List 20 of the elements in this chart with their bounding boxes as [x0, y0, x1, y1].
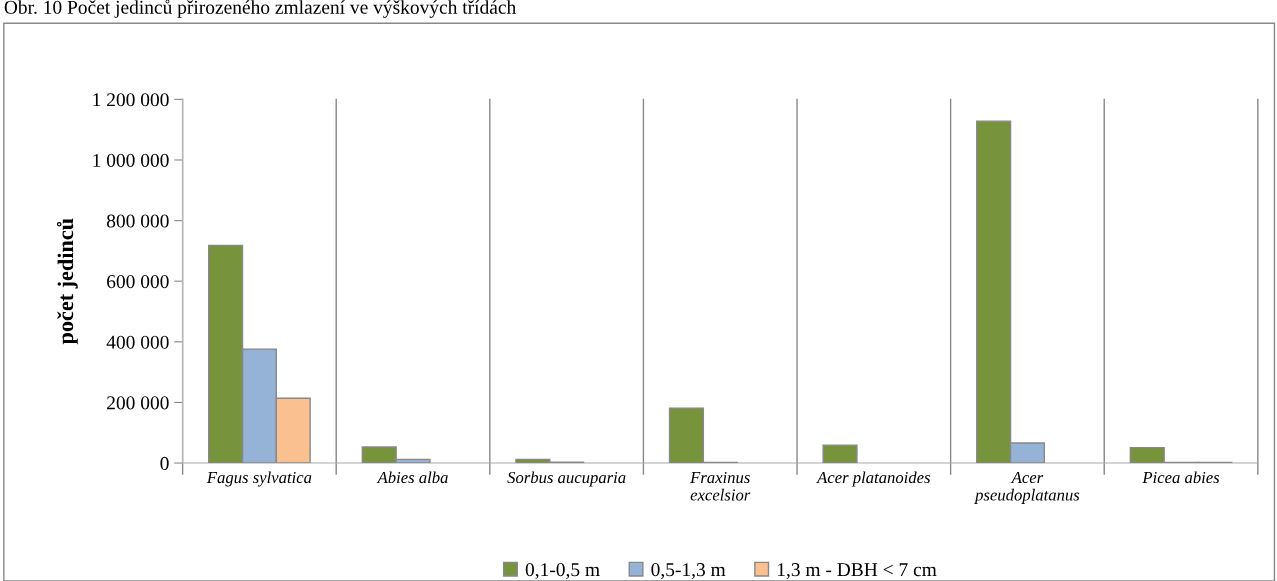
- y-tick-label: 800 000: [106, 214, 169, 228]
- x-tick-label: Fagus sylvatica: [206, 471, 312, 487]
- y-tick-label: 0: [160, 456, 169, 470]
- x-tick-label: Acer pseudoplatanus: [974, 471, 1080, 504]
- x-tick-label: Fraxinus excelsior: [690, 471, 751, 501]
- y-tick-label: 1 200 000: [93, 93, 169, 107]
- bar: [822, 444, 858, 464]
- y-tick-label: 1 000 000: [93, 153, 169, 167]
- y-axis-title: počet jedinců: [56, 218, 78, 345]
- y-tick-label: 400 000: [106, 335, 169, 349]
- x-tick-label: Picea abies: [1142, 471, 1220, 484]
- x-tick-label: Acer platanoides: [816, 471, 931, 487]
- chart-title: Obr. 10 Počet jedinců přirozeného zmlazení ve výškových třídách: [4, 0, 516, 18]
- x-tick-label: Sorbus aucuparia: [507, 471, 626, 487]
- x-tick-label: Abies alba: [376, 471, 448, 484]
- y-tick-label: 200 000: [107, 396, 169, 410]
- legend-label: 0,5-1,3 m: [651, 563, 726, 579]
- legend-label: 1,3 m - DBH < 7 cm: [777, 563, 937, 579]
- y-tick-label: 600 000: [107, 275, 169, 289]
- legend-label: 0,1-0,5 m: [525, 563, 600, 579]
